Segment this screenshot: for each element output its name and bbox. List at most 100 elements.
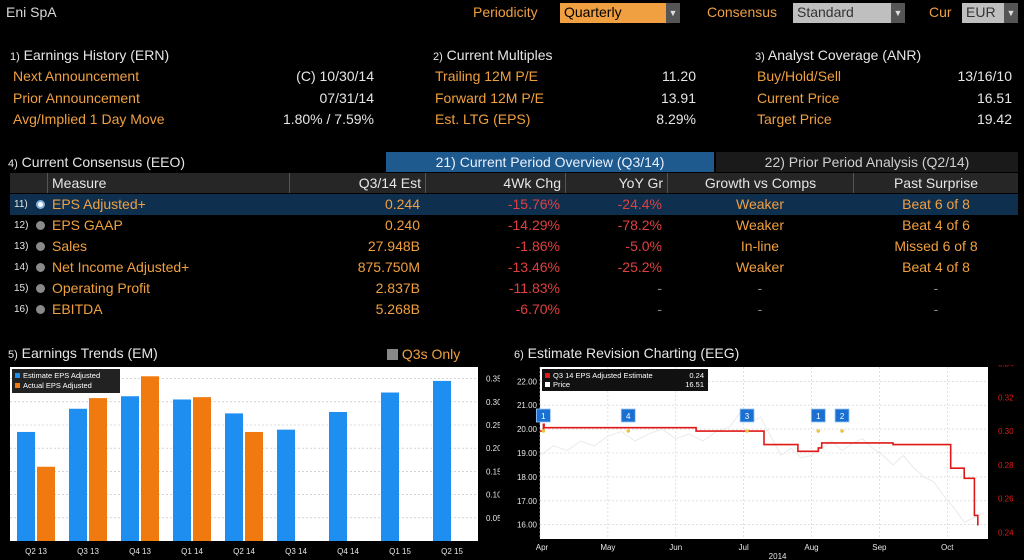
- past-surprise-cell: Beat 4 of 6: [902, 217, 970, 233]
- row-radio-icon[interactable]: [36, 200, 45, 209]
- x-tick-label: Q4 13: [129, 547, 151, 556]
- row-number: 14): [14, 262, 29, 273]
- column-header[interactable]: Q3/14 Est: [290, 173, 426, 193]
- measure-cell[interactable]: Operating Profit: [52, 280, 151, 296]
- column-header[interactable]: Growth vs Comps: [668, 173, 854, 193]
- revision-marker: [620, 408, 636, 423]
- section-number: 4): [8, 158, 18, 170]
- estimate-cell: 2.837B: [375, 280, 420, 296]
- consensus-select[interactable]: Standard: [793, 3, 891, 23]
- table-row[interactable]: 13) Sales 27.948B -1.86% -5.0% In-line M…: [10, 236, 1018, 257]
- estimate-revision-svg: 16.00 17.00 18.00 19.00 20.00 21.00 22.00 0.24 0…: [517, 360, 1014, 560]
- row-number: 16): [14, 304, 29, 315]
- y-right-tick-label: 0.24: [998, 528, 1014, 537]
- checkbox-icon[interactable]: [387, 349, 398, 360]
- table-row[interactable]: 11) EPS Adjusted+ 0.244 -15.76% -24.4% W…: [10, 194, 1018, 215]
- revision-marker: [834, 408, 850, 423]
- currency-select[interactable]: EUR: [962, 3, 1004, 23]
- current-consensus-header[interactable]: 4) Current Consensus (EEO): [8, 154, 185, 170]
- section-number: 3): [755, 51, 765, 63]
- revision-marker: [810, 408, 826, 423]
- 4wk-change-cell: -11.83%: [508, 280, 560, 296]
- current-price-label: Current Price: [757, 90, 840, 106]
- prior-announcement-value: 07/31/14: [319, 90, 375, 106]
- y-right-tick-label: 0.26: [998, 495, 1014, 504]
- earnings-history-header[interactable]: 1) Earnings History (ERN): [10, 47, 169, 63]
- tab-current-period-overview[interactable]: 21) Current Period Overview (Q3/14): [386, 152, 714, 172]
- revision-point: [840, 429, 844, 433]
- yoy-growth-cell: -24.4%: [617, 196, 662, 212]
- legend-label: Estimate EPS Adjusted: [23, 371, 100, 380]
- earnings-trends-header[interactable]: 5) Earnings Trends (EM): [8, 345, 158, 361]
- measure-cell[interactable]: Net Income Adjusted+: [52, 259, 190, 275]
- column-header[interactable]: Past Surprise: [893, 175, 979, 191]
- row-radio-icon[interactable]: [36, 221, 45, 230]
- row-radio-icon[interactable]: [36, 305, 45, 314]
- growth-vs-comps-cell: -: [757, 301, 763, 317]
- day-move-label: Avg/Implied 1 Day Move: [13, 111, 165, 127]
- x-tick-label: Oct: [941, 543, 954, 552]
- legend-box: [12, 369, 120, 393]
- revision-point: [816, 429, 821, 433]
- x-tick-label: Sep: [872, 543, 887, 552]
- currency-dropdown-icon[interactable]: ▼: [1004, 3, 1018, 23]
- table-row[interactable]: 16) EBITDA 5.268B -6.70% - - -: [10, 299, 1018, 320]
- periodicity-select[interactable]: Quarterly: [560, 3, 666, 23]
- day-move-value: 1.80% / 7.59%: [282, 111, 374, 127]
- q3s-only-toggle[interactable]: Q3s Only: [387, 346, 460, 362]
- column-header[interactable]: YoY Gr: [566, 173, 668, 193]
- table-row[interactable]: 15) Operating Profit 2.837B -11.83% - - …: [10, 278, 1018, 299]
- revision-point: [626, 429, 631, 433]
- earnings-trends-svg: 0.05 0.10 0.15 0.20 0.25 0.30 0.35 Q2 13 Q3 13 Q4…: [10, 367, 502, 556]
- 4wk-change-cell: -1.86%: [515, 238, 560, 254]
- estimate-bar: [277, 429, 295, 541]
- target-price-label: Target Price: [757, 111, 832, 127]
- legend-swatch: [15, 383, 20, 388]
- column-header[interactable]: 4Wk Chg: [426, 173, 566, 193]
- estimate-bar: [173, 399, 191, 541]
- growth-vs-comps-cell: Weaker: [736, 196, 784, 212]
- periodicity-dropdown-icon[interactable]: ▼: [666, 3, 680, 23]
- table-row[interactable]: 12) EPS GAAP 0.240 -14.29% -78.2% Weaker…: [10, 215, 1018, 236]
- row-number: 12): [14, 220, 29, 231]
- table-header: Measure Q3/14 Est 4Wk Chg YoY Gr Growth …: [10, 173, 1018, 193]
- x-tick-label: Q1 15: [389, 547, 411, 556]
- x-tick-label: Jun: [669, 543, 682, 552]
- measure-cell[interactable]: EBITDA: [52, 301, 103, 317]
- revision-marker-label: 3: [745, 412, 750, 421]
- measure-cell[interactable]: EPS Adjusted+: [52, 196, 146, 212]
- row-radio-icon[interactable]: [36, 263, 45, 272]
- table-row[interactable]: 14) Net Income Adjusted+ 875.750M -13.46…: [10, 257, 1018, 278]
- past-surprise-cell: Missed 6 of 8: [894, 238, 978, 254]
- legend-label: Q3 14 EPS Adjusted Estimate: [553, 371, 653, 380]
- x-tick-label: Q2 15: [441, 547, 463, 556]
- consensus-dropdown-icon[interactable]: ▼: [891, 3, 905, 23]
- estimate-bar: [225, 413, 243, 541]
- actual-bar: [193, 397, 211, 541]
- x-tick-label: Q2 14: [233, 547, 255, 556]
- row-radio-icon[interactable]: [36, 284, 45, 293]
- estimate-bar: [121, 396, 139, 541]
- currency-label: Cur: [929, 4, 952, 20]
- y-left-tick-label: 16.00: [517, 521, 538, 530]
- measure-cell[interactable]: EPS GAAP: [52, 217, 123, 233]
- x-tick-label: Q1 14: [181, 547, 203, 556]
- x-tick-label: Apr: [536, 543, 549, 552]
- measure-cell[interactable]: Sales: [52, 238, 88, 254]
- row-radio-icon[interactable]: [36, 242, 45, 251]
- past-surprise-cell: Beat 6 of 8: [902, 196, 970, 212]
- x-tick-label: Q4 14: [337, 547, 359, 556]
- estimate-revision-header[interactable]: 6) Estimate Revision Charting (EEG): [514, 345, 739, 361]
- column-header[interactable]: Measure: [48, 173, 290, 193]
- x-tick-label: Jul: [739, 543, 749, 552]
- analyst-coverage-header[interactable]: 3) Analyst Coverage (ANR): [755, 47, 921, 63]
- plot-area: [10, 367, 478, 541]
- tab-prior-period-analysis[interactable]: 22) Prior Period Analysis (Q2/14): [716, 152, 1018, 172]
- actual-bar: [245, 431, 263, 541]
- target-price-value: 19.42: [976, 111, 1012, 127]
- ltg-label: Est. LTG (EPS): [435, 111, 531, 127]
- forward-pe-label: Forward 12M P/E: [435, 90, 544, 106]
- row-number: 13): [14, 241, 29, 252]
- past-surprise-cell: -: [933, 280, 939, 296]
- next-announcement-value: (C) 10/30/14: [296, 68, 374, 84]
